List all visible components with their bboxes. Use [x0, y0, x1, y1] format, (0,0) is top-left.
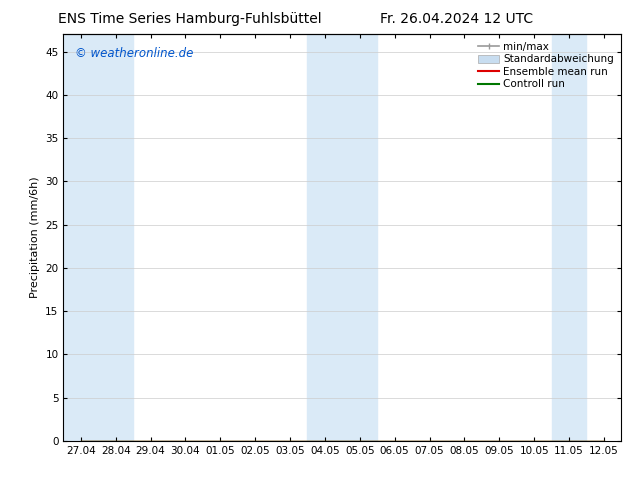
Text: ENS Time Series Hamburg-Fuhlsbüttel: ENS Time Series Hamburg-Fuhlsbüttel: [58, 12, 322, 26]
Bar: [98, 34, 133, 441]
Text: Fr. 26.04.2024 12 UTC: Fr. 26.04.2024 12 UTC: [380, 12, 533, 26]
Bar: [342, 34, 377, 441]
Legend: min/max, Standardabweichung, Ensemble mean run, Controll run: min/max, Standardabweichung, Ensemble me…: [476, 40, 616, 92]
Text: © weatheronline.de: © weatheronline.de: [75, 47, 193, 59]
Bar: [63, 34, 98, 441]
Bar: [552, 34, 586, 441]
Bar: [307, 34, 342, 441]
Y-axis label: Precipitation (mm/6h): Precipitation (mm/6h): [30, 177, 40, 298]
